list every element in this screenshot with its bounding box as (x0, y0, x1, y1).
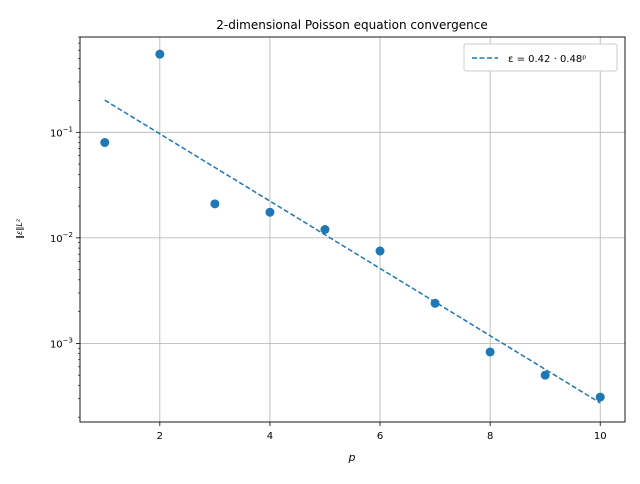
plot-frame (79, 36, 626, 423)
legend-box (463, 43, 618, 72)
legend: ε = 0.42 · 0.48ᵖ (463, 43, 618, 72)
legend-label: ε = 0.42 · 0.48ᵖ (508, 54, 587, 65)
data-point (265, 207, 275, 217)
x-axis-label: p (348, 451, 356, 464)
fit-line (104, 99, 601, 404)
y-axis-label: ‖ε‖L² (15, 218, 24, 239)
grid (80, 37, 625, 422)
y-tick-label: 10−1 (50, 125, 73, 139)
chart-title: 2-dimensional Poisson equation convergen… (216, 18, 487, 32)
x-tick-label: 6 (377, 431, 383, 442)
y-tick-label: 10−2 (50, 231, 73, 245)
axis-ticks: 2 4 6 8 10 10−1 10−2 10−3 (50, 36, 607, 442)
data-point (210, 199, 220, 209)
data-point (375, 246, 385, 256)
data-point (485, 347, 495, 357)
x-tick-label: 10 (594, 431, 607, 442)
data-point (595, 392, 605, 402)
data-point (540, 370, 550, 380)
data-point (100, 138, 110, 148)
data-point (430, 298, 440, 308)
y-tick-label: 10−3 (50, 336, 73, 350)
fit-line-layer (104, 99, 601, 404)
x-tick-label: 2 (157, 431, 163, 442)
data-point (320, 225, 330, 234)
x-tick-label: 4 (267, 431, 273, 442)
data-point (155, 49, 165, 59)
x-tick-label: 8 (487, 431, 493, 442)
scatter-points (100, 49, 605, 402)
